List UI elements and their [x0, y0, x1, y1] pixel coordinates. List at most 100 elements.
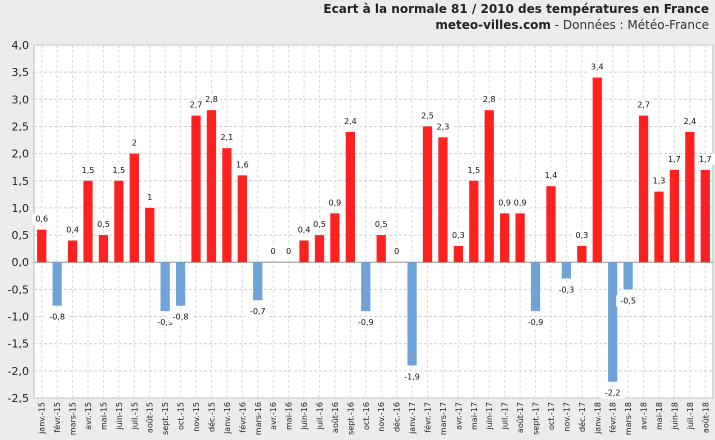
x-tick-label: mai-15 — [99, 402, 108, 430]
data-label-bg — [479, 94, 499, 106]
data-label-bg — [168, 311, 193, 323]
data-label-bg — [78, 164, 98, 176]
data-label-bg — [153, 317, 178, 329]
data-label-bg — [63, 224, 83, 236]
data-label-bg — [294, 224, 314, 236]
data-label-bg — [616, 295, 641, 307]
x-tick-label: avr.-17 — [454, 402, 463, 430]
data-label-bg — [448, 229, 468, 241]
bar — [253, 262, 263, 301]
bar — [191, 115, 201, 263]
bar — [314, 235, 325, 263]
data-label: 2,3 — [437, 122, 450, 131]
x-tick-label: juil.-15 — [130, 402, 139, 430]
data-label-bg — [109, 164, 129, 176]
x-tick-label: nov.-17 — [562, 402, 571, 432]
data-label-bg — [664, 153, 684, 165]
data-label: 2,8 — [483, 95, 496, 104]
y-tick-label: 2,0 — [12, 148, 30, 161]
site-name: meteo-villes.com — [435, 18, 551, 32]
bar — [623, 262, 633, 290]
x-tick-label: janv.-18 — [593, 402, 602, 435]
x-tick-label: janv.-15 — [38, 402, 47, 435]
bar — [299, 240, 309, 263]
data-label: -0,9 — [157, 318, 173, 327]
x-tick-label: févr.-17 — [423, 402, 433, 433]
data-label: 2,7 — [637, 101, 650, 110]
chart-subtitle: meteo-villes.com - Données : Météo-Franc… — [323, 17, 709, 33]
data-label-bg — [400, 371, 425, 383]
data-label-bg — [572, 229, 592, 241]
data-label: 2,5 — [421, 111, 434, 120]
data-label: -0,3 — [559, 286, 575, 295]
data-label: 0,3 — [452, 231, 465, 240]
bar — [577, 245, 587, 263]
bar — [98, 235, 109, 263]
x-tick-label: mai-17 — [470, 402, 479, 430]
x-tick-label: nov.-16 — [377, 402, 386, 432]
bar — [546, 186, 556, 263]
data-label-bg — [353, 317, 378, 329]
bar — [407, 262, 417, 366]
x-tick-label: oct.-15 — [177, 402, 186, 430]
data-label: 1,3 — [653, 177, 666, 186]
bar — [175, 262, 186, 306]
bar — [685, 131, 695, 263]
data-label: 0,9 — [498, 198, 511, 207]
data-label: -0,8 — [49, 313, 65, 322]
bar — [145, 207, 155, 263]
x-tick-label: juin-17 — [485, 402, 494, 431]
data-label: 2,1 — [221, 133, 234, 142]
data-label: 1,4 — [545, 171, 558, 180]
data-label-bg — [186, 99, 206, 111]
data-label: -2,2 — [605, 389, 621, 398]
data-label-bg — [523, 317, 548, 329]
data-label: 2 — [132, 139, 137, 148]
y-tick-label: -0,5 — [8, 283, 29, 296]
bar — [669, 169, 680, 263]
x-tick-label: juin-16 — [300, 402, 309, 431]
bar — [160, 262, 170, 312]
data-label: 0 — [394, 247, 399, 256]
data-label-bg — [510, 197, 530, 209]
data-label: 0,5 — [97, 220, 110, 229]
y-tick-label: 3,5 — [12, 66, 30, 79]
x-tick-label: avr.-18 — [640, 402, 649, 430]
x-tick-label: mars-17 — [439, 402, 448, 435]
data-label-bg — [371, 219, 391, 231]
data-label-bg — [232, 159, 252, 171]
bar — [700, 169, 710, 263]
bar — [638, 115, 649, 263]
data-label: 0,6 — [35, 215, 48, 224]
data-label: 0,4 — [66, 226, 79, 235]
data-label: 0,3 — [575, 231, 588, 240]
data-label: 0,9 — [329, 198, 342, 207]
y-tick-label: 2,5 — [12, 120, 30, 133]
data-label-bg — [268, 246, 278, 258]
y-tick-label: 1,5 — [12, 175, 30, 188]
data-label: 1,7 — [668, 155, 681, 164]
bar — [206, 110, 217, 263]
data-label: 1,6 — [236, 160, 249, 169]
x-tick-label: juil.-17 — [501, 402, 510, 430]
x-tick-label: août-18 — [701, 402, 710, 433]
y-tick-label: -2,5 — [8, 392, 29, 405]
data-label: -1,9 — [404, 372, 420, 381]
x-tick-label: avr.-15 — [84, 402, 93, 430]
x-tick-label: mars-16 — [254, 402, 263, 435]
bar — [438, 137, 448, 263]
data-label-bg — [649, 175, 669, 187]
bar — [114, 180, 124, 263]
x-tick-label: janv.-16 — [223, 402, 232, 435]
data-label-bg — [245, 306, 270, 318]
x-tick-label: déc.-16 — [392, 402, 402, 432]
x-tick-label: févr.-16 — [237, 402, 247, 433]
data-label-bg — [217, 132, 237, 144]
data-label-bg — [634, 99, 654, 111]
bar — [83, 180, 93, 263]
y-tick-label: 0,0 — [12, 256, 30, 269]
data-label-bg — [145, 191, 155, 203]
bar — [500, 213, 510, 263]
data-label-bg — [600, 387, 625, 399]
data-label-bg — [340, 115, 360, 127]
